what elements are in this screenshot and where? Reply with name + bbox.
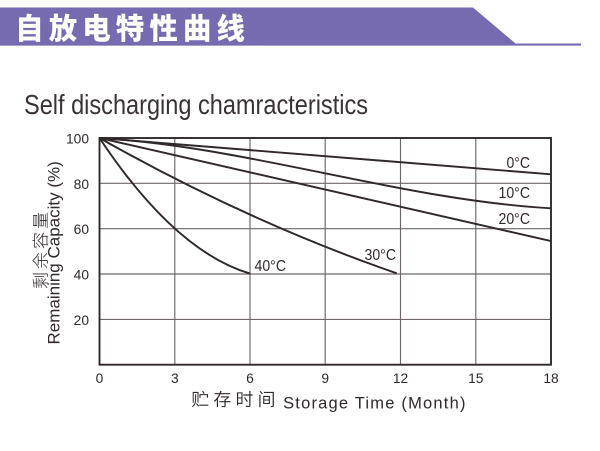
svg-text:20: 20	[74, 313, 90, 328]
svg-text:9: 9	[321, 371, 329, 386]
svg-text:Remaining Capacity (%): Remaining Capacity (%)	[45, 161, 64, 344]
svg-text:15: 15	[468, 371, 484, 386]
svg-text:18: 18	[543, 371, 559, 386]
svg-text:20°C: 20°C	[499, 211, 531, 228]
svg-text:40: 40	[74, 268, 90, 283]
svg-text:Storage Time (Month): Storage Time (Month)	[283, 395, 467, 413]
svg-text:0°C: 0°C	[507, 155, 531, 172]
svg-text:30°C: 30°C	[365, 247, 397, 264]
svg-text:6: 6	[246, 371, 254, 386]
svg-text:100: 100	[66, 132, 89, 147]
svg-text:40°C: 40°C	[255, 258, 287, 275]
svg-text:12: 12	[393, 371, 408, 386]
svg-text:Self discharging chamracterist: Self discharging chamracteristics	[24, 89, 368, 120]
svg-text:0: 0	[96, 371, 104, 386]
svg-text:10°C: 10°C	[499, 185, 531, 202]
svg-text:80: 80	[74, 177, 90, 192]
svg-text:3: 3	[171, 371, 179, 386]
svg-text:60: 60	[74, 222, 90, 237]
